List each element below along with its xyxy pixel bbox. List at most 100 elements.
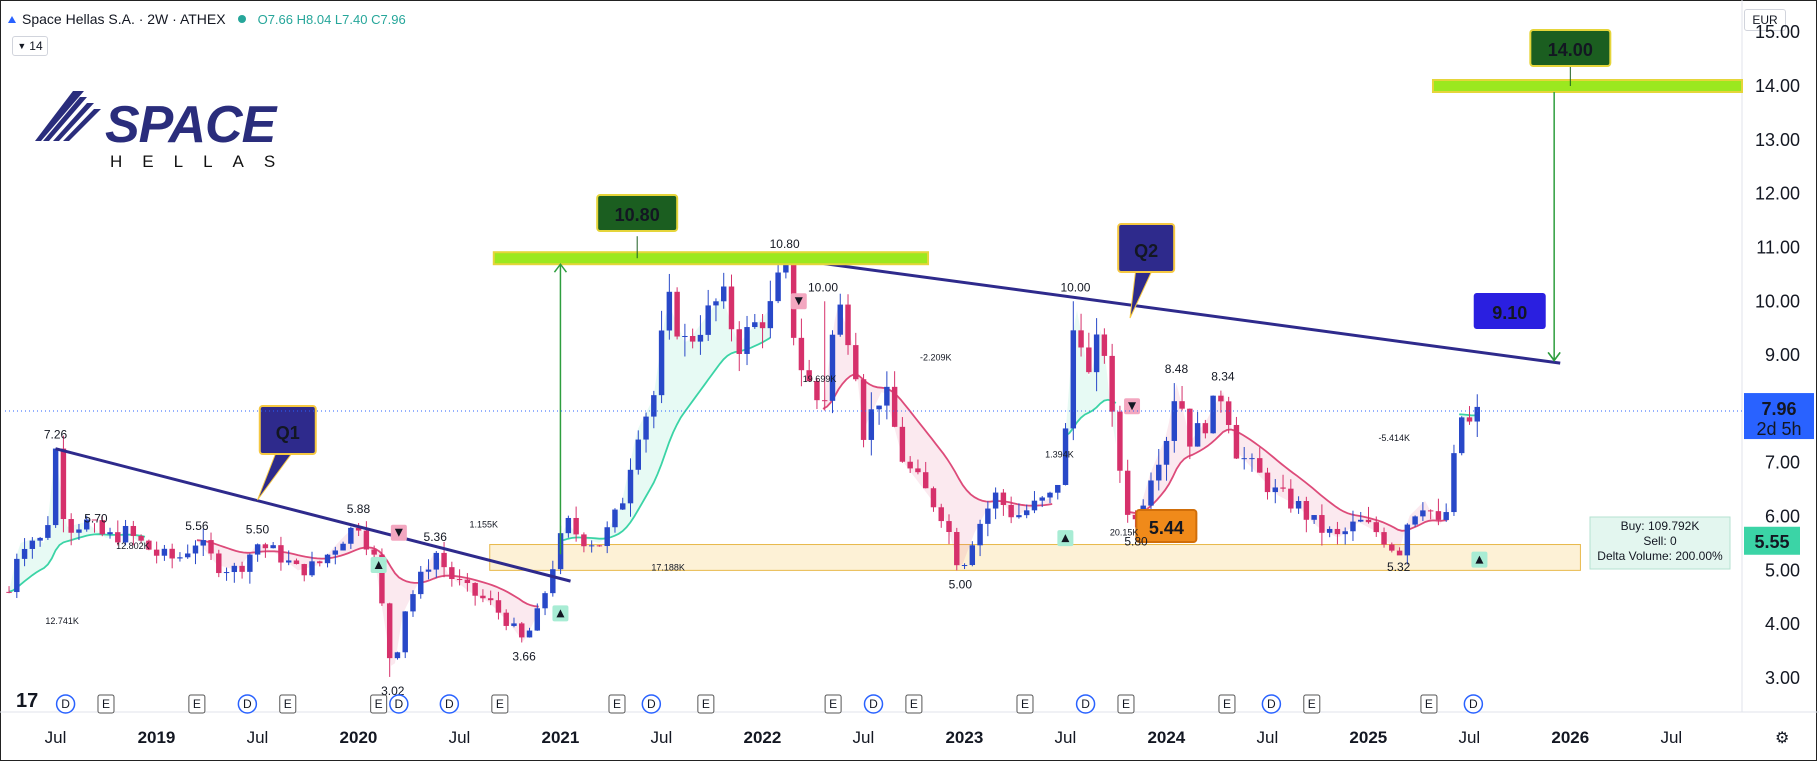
candle-body xyxy=(1295,501,1302,509)
price-annotation-5: 5.36 xyxy=(424,530,448,544)
time-tick-label: Jul xyxy=(449,728,471,747)
candle-body xyxy=(487,598,494,601)
chart-type-icon[interactable] xyxy=(8,15,16,23)
support-value-label-box xyxy=(1135,509,1198,543)
candle-body xyxy=(146,540,152,550)
dividend-marker-icon[interactable] xyxy=(439,694,460,714)
dividend-marker-icon[interactable] xyxy=(1463,694,1484,714)
earnings-marker-icon[interactable] xyxy=(279,694,297,714)
price-annotation-12: 5.80 xyxy=(1124,534,1148,548)
earnings-marker-icon[interactable] xyxy=(905,694,923,714)
candle-body xyxy=(410,594,416,612)
candle-body xyxy=(1070,330,1077,429)
volume-note-1: 12.802K xyxy=(116,541,150,551)
dividend-marker-icon[interactable] xyxy=(641,694,662,714)
dividend-marker-text: D xyxy=(869,697,878,711)
dividend-marker-icon[interactable] xyxy=(237,694,258,714)
candle-body xyxy=(184,553,191,558)
earnings-marker-icon[interactable] xyxy=(491,694,509,714)
earnings-marker-icon[interactable] xyxy=(188,694,206,714)
price-annotation-8: 10.80 xyxy=(770,237,800,251)
volume-note-8: -5.414K xyxy=(1378,433,1410,443)
earnings-marker-icon[interactable] xyxy=(97,694,115,714)
vwap-fill-5 xyxy=(1130,383,1449,553)
vwap-line-2 xyxy=(560,337,771,542)
interval-badge[interactable]: ▼ 14 xyxy=(12,36,48,56)
time-tick-label: Jul xyxy=(1055,728,1077,747)
candle-body xyxy=(433,552,440,570)
tradingview-logo-icon[interactable]: 17 xyxy=(16,690,39,712)
candle-body xyxy=(394,652,401,659)
price-annotation-15: 5.32 xyxy=(1387,560,1411,574)
arrow-1-head xyxy=(553,262,568,273)
earnings-marker-icon[interactable] xyxy=(608,694,626,714)
candle-body xyxy=(1373,522,1379,533)
candle-body xyxy=(1156,464,1162,481)
dividend-marker-icon[interactable] xyxy=(863,694,884,714)
earnings-marker-text: E xyxy=(702,697,710,711)
candle-body xyxy=(977,523,983,546)
earnings-marker-text: E xyxy=(1425,697,1433,711)
price-annotation-10: 5.00 xyxy=(949,577,973,591)
vwap-fill-3 xyxy=(823,305,1053,566)
candle-body xyxy=(223,572,230,574)
candle-body xyxy=(324,554,331,564)
candle-body xyxy=(658,330,665,396)
candle-body xyxy=(1055,484,1061,493)
symbol-title[interactable]: Space Hellas S.A. · 2W · ATHEX xyxy=(22,11,226,27)
dividend-marker-icon[interactable] xyxy=(389,694,409,714)
volume-note-4: 19.699K xyxy=(803,374,837,384)
candle-body xyxy=(721,286,727,302)
company-logo: SPACE HELLAS xyxy=(35,91,305,175)
candle-body xyxy=(355,527,362,531)
candle-body xyxy=(1350,521,1356,532)
time-tick-label: Jul xyxy=(1458,728,1480,747)
price-annotation-13: 8.48 xyxy=(1165,362,1189,376)
symbol-header: Space Hellas S.A. · 2W · ATHEX O7.66 H8.… xyxy=(8,9,406,29)
candle-body xyxy=(705,305,711,335)
candle-body xyxy=(1466,417,1473,422)
target-bar-2 xyxy=(1431,79,1743,93)
candle-body xyxy=(293,560,300,565)
candle-body xyxy=(472,583,478,596)
earnings-marker-text: E xyxy=(1223,697,1231,711)
candle-body xyxy=(938,507,944,522)
candle-body xyxy=(1319,515,1325,533)
candle-body xyxy=(6,591,12,593)
earnings-marker-icon[interactable] xyxy=(1303,694,1321,714)
earnings-marker-icon[interactable] xyxy=(1218,694,1236,714)
gear-icon[interactable]: ⚙ xyxy=(1775,730,1790,747)
time-tick-label: 2022 xyxy=(743,728,781,747)
target-1-label-box xyxy=(596,194,679,232)
earnings-marker-icon[interactable] xyxy=(824,694,842,714)
market-status-icon xyxy=(237,15,246,23)
candle-body xyxy=(713,301,719,306)
earnings-marker-icon[interactable] xyxy=(1420,694,1438,714)
candle-body xyxy=(122,525,129,543)
earnings-marker-text: E xyxy=(1021,697,1029,711)
candle-body xyxy=(115,532,121,543)
candle-body xyxy=(503,612,509,626)
earnings-marker-icon[interactable] xyxy=(370,694,388,714)
time-tick-label: 2023 xyxy=(945,728,983,747)
support-zone xyxy=(489,544,1581,571)
delta-sell-text: Sell: 0 xyxy=(1643,534,1677,548)
currency-selector[interactable]: EUR xyxy=(1744,9,1786,31)
candle-body xyxy=(99,520,105,535)
earnings-marker-icon[interactable] xyxy=(697,694,715,714)
dividend-marker-icon[interactable] xyxy=(1261,694,1282,714)
candle-body xyxy=(386,603,393,659)
candle-body xyxy=(581,534,587,547)
dividend-marker-icon[interactable] xyxy=(1075,694,1096,714)
candle-body xyxy=(907,461,913,469)
candle-body xyxy=(767,301,774,329)
earnings-marker-icon[interactable] xyxy=(1016,694,1034,714)
dividend-marker-icon[interactable] xyxy=(55,694,76,714)
earnings-marker-text: E xyxy=(1308,697,1316,711)
price-tick-label: 12.00 xyxy=(1755,184,1800,204)
candle-body xyxy=(1047,492,1053,498)
time-tick-label: Jul xyxy=(1256,728,1278,747)
earnings-marker-icon[interactable] xyxy=(1117,694,1135,714)
dividend-marker-text: D xyxy=(243,697,252,711)
